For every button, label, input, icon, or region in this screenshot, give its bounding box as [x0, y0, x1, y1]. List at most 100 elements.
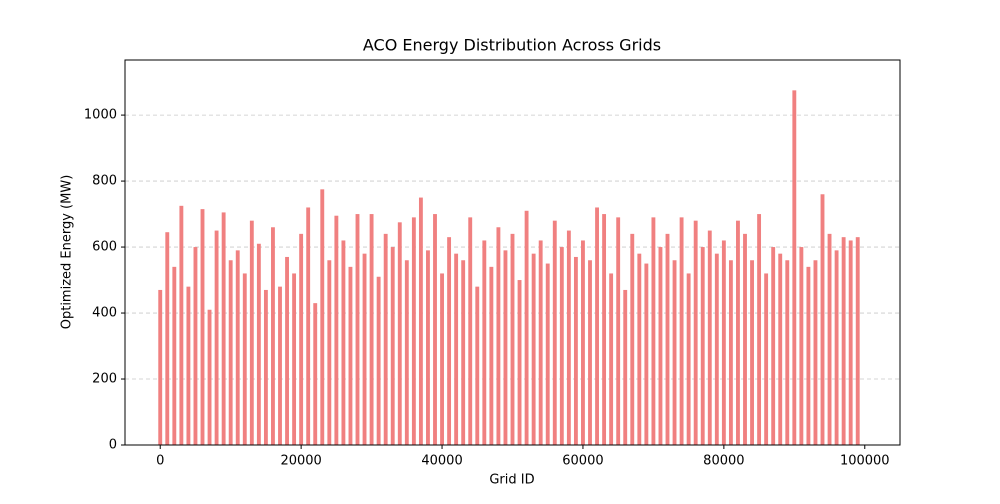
bar [165, 232, 170, 445]
bar [602, 214, 607, 445]
bar [263, 289, 268, 445]
bar [637, 253, 642, 445]
bar [552, 220, 557, 445]
bar [496, 227, 501, 445]
bar [679, 217, 684, 445]
bar [172, 266, 177, 445]
bar [609, 273, 614, 445]
bar [616, 217, 621, 445]
bar [475, 286, 480, 445]
bar [327, 260, 332, 445]
bar [299, 233, 304, 445]
bar [503, 250, 508, 445]
chart-title: ACO Energy Distribution Across Grids [363, 36, 661, 55]
y-tick-label: 400 [92, 306, 117, 321]
bar [827, 233, 832, 445]
x-tick-label: 60000 [562, 454, 603, 469]
bar [672, 260, 677, 445]
bar [834, 250, 839, 445]
bar [461, 260, 466, 445]
bar [341, 240, 346, 445]
bar [559, 247, 564, 445]
bar [334, 215, 339, 445]
bar [285, 256, 289, 445]
bar [292, 273, 297, 445]
bar [306, 207, 311, 445]
x-tick-label: 40000 [421, 454, 462, 469]
bar [630, 233, 635, 445]
bar [573, 256, 578, 445]
bar [179, 205, 184, 445]
bar [651, 217, 656, 445]
x-tick-label: 80000 [703, 454, 744, 469]
bar [841, 237, 846, 445]
bar [693, 220, 698, 445]
bar [799, 247, 804, 445]
bar [771, 247, 776, 445]
bar [362, 253, 367, 445]
bar [256, 243, 261, 445]
bar [728, 260, 733, 445]
plot-frame [124, 59, 901, 446]
bar [221, 212, 226, 445]
bar [193, 247, 198, 445]
y-tick-label: 1000 [84, 108, 117, 123]
bar [418, 197, 423, 445]
bar [482, 240, 487, 445]
bar [736, 220, 740, 445]
bar [447, 237, 452, 445]
bar [623, 289, 628, 445]
bar [588, 260, 592, 445]
bar [411, 217, 416, 445]
bar [348, 266, 353, 445]
bar [200, 209, 205, 445]
bar [320, 189, 325, 445]
bar [700, 247, 705, 445]
bar [757, 214, 762, 445]
bar [517, 280, 522, 445]
bar [383, 233, 388, 445]
bar [848, 240, 853, 445]
bar [644, 263, 649, 445]
bar [207, 309, 212, 445]
bar [489, 266, 494, 445]
bar [355, 214, 360, 445]
bar [158, 289, 163, 445]
bar [778, 253, 783, 445]
bar [743, 233, 747, 445]
bar [545, 263, 550, 445]
bar [313, 303, 318, 445]
bar [278, 286, 282, 445]
y-tick-label: 800 [92, 174, 117, 189]
bar [855, 237, 860, 445]
bar [750, 260, 754, 445]
y-tick-label: 0 [109, 438, 117, 453]
bar [186, 286, 191, 445]
x-tick-label: 20000 [280, 454, 321, 469]
bar [566, 230, 571, 445]
bar [454, 253, 459, 445]
x-axis-label: Grid ID [489, 473, 534, 488]
bar [242, 273, 247, 445]
bar [806, 266, 811, 445]
bar [433, 214, 437, 445]
bar [665, 233, 670, 445]
y-axis-label: Optimized Energy (MW) [60, 175, 75, 330]
bar [595, 207, 599, 445]
bar [249, 220, 254, 445]
bar [214, 230, 219, 445]
bar [764, 273, 769, 445]
bar [397, 222, 402, 445]
bar [707, 230, 712, 445]
bar [714, 253, 719, 445]
bar [721, 240, 726, 445]
bar [531, 253, 536, 445]
bar [235, 250, 240, 445]
bar [792, 90, 797, 446]
bar [510, 233, 515, 445]
bar [785, 260, 790, 445]
bar [813, 260, 818, 445]
x-tick-label: 100000 [840, 454, 890, 469]
bar [468, 217, 473, 445]
bar [426, 250, 430, 445]
